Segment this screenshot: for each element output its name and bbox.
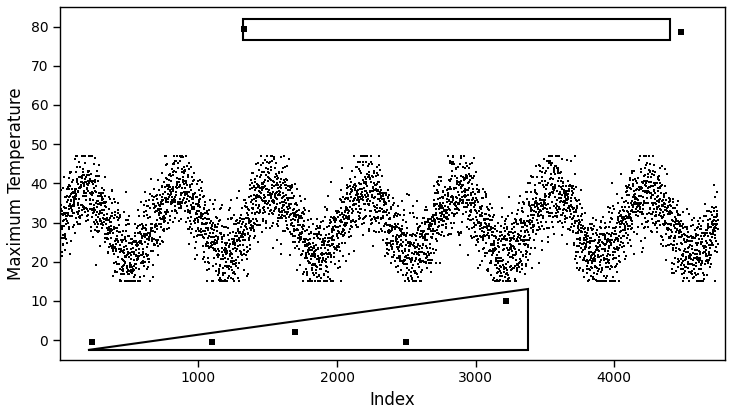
Polygon shape [88, 289, 529, 350]
X-axis label: Index: Index [370, 391, 415, 409]
Y-axis label: Maximum Temperature: Maximum Temperature [7, 87, 25, 280]
Bar [243, 19, 670, 40]
